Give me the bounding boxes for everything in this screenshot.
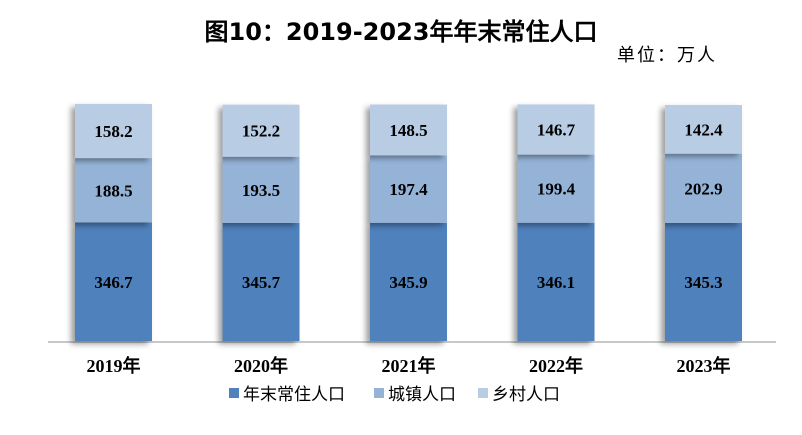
bar-value-labels: 346.7 188.5 158.2 345.7 193.5 152.2 345.9 197.4… bbox=[94, 120, 723, 292]
value-label-rural-2: 152.2 bbox=[242, 122, 280, 141]
bar-resident-4 bbox=[517, 222, 595, 341]
chart-title: 图10：2019-2023年年末常住人口 bbox=[205, 18, 598, 46]
legend-label-rural: 乡村人口 bbox=[492, 385, 560, 405]
value-label-resident-3: 345.9 bbox=[389, 273, 427, 292]
bar-urban-2 bbox=[222, 156, 300, 223]
legend-item-urban: 城镇人口 bbox=[374, 385, 456, 405]
bar-resident-3 bbox=[370, 222, 447, 341]
legend-item-rural: 乡村人口 bbox=[478, 385, 560, 405]
bar-urban-4 bbox=[517, 154, 595, 223]
legend-swatch-rural bbox=[478, 388, 488, 398]
bar-resident-2 bbox=[222, 222, 300, 341]
bar-rural-3 bbox=[370, 104, 447, 156]
value-label-urban-4: 199.4 bbox=[537, 180, 576, 199]
value-label-rural-4: 146.7 bbox=[537, 120, 576, 139]
legend-item-resident: 年末常住人口 bbox=[229, 385, 345, 405]
value-label-urban-2: 193.5 bbox=[242, 181, 280, 200]
legend-swatch-urban bbox=[374, 388, 384, 398]
value-label-resident-2: 345.7 bbox=[242, 273, 281, 292]
bar-rural-1 bbox=[75, 104, 152, 159]
value-label-rural-5: 142.4 bbox=[684, 120, 723, 139]
value-label-urban-3: 197.4 bbox=[389, 180, 428, 199]
bar-urban-5 bbox=[665, 153, 742, 223]
x-tick-label-2: 2020年 bbox=[234, 355, 288, 376]
bar-urban-3 bbox=[370, 155, 447, 223]
x-tick-label-5: 2023年 bbox=[677, 355, 731, 376]
bar-resident-5 bbox=[665, 222, 742, 341]
bar-rural-2 bbox=[222, 104, 300, 157]
value-label-resident-4: 346.1 bbox=[537, 273, 575, 292]
bar-rural-4 bbox=[517, 104, 595, 155]
legend-label-urban: 城镇人口 bbox=[388, 385, 456, 405]
value-label-resident-1: 346.7 bbox=[94, 273, 133, 292]
value-label-urban-1: 188.5 bbox=[94, 181, 132, 200]
legend-label-resident: 年末常住人口 bbox=[243, 385, 345, 405]
bar-rural-5 bbox=[665, 104, 742, 154]
value-label-urban-5: 202.9 bbox=[684, 179, 722, 198]
x-tick-labels: 2019年 2020年 2021年 2022年 2023年 bbox=[87, 355, 731, 376]
value-label-rural-3: 148.5 bbox=[389, 121, 427, 140]
unit-label: 单位：万人 bbox=[617, 45, 717, 66]
legend: 年末常住人口 城镇人口 乡村人口 bbox=[229, 385, 560, 405]
bar-resident-1 bbox=[75, 222, 152, 341]
value-label-rural-1: 158.2 bbox=[94, 122, 132, 141]
value-label-resident-5: 345.3 bbox=[684, 273, 722, 292]
x-tick-label-4: 2022年 bbox=[529, 355, 583, 376]
x-tick-label-3: 2021年 bbox=[382, 355, 436, 376]
x-tick-label-1: 2019年 bbox=[87, 355, 141, 376]
bar-urban-1 bbox=[75, 158, 152, 223]
bars-group bbox=[75, 104, 742, 341]
legend-swatch-resident bbox=[229, 388, 239, 398]
